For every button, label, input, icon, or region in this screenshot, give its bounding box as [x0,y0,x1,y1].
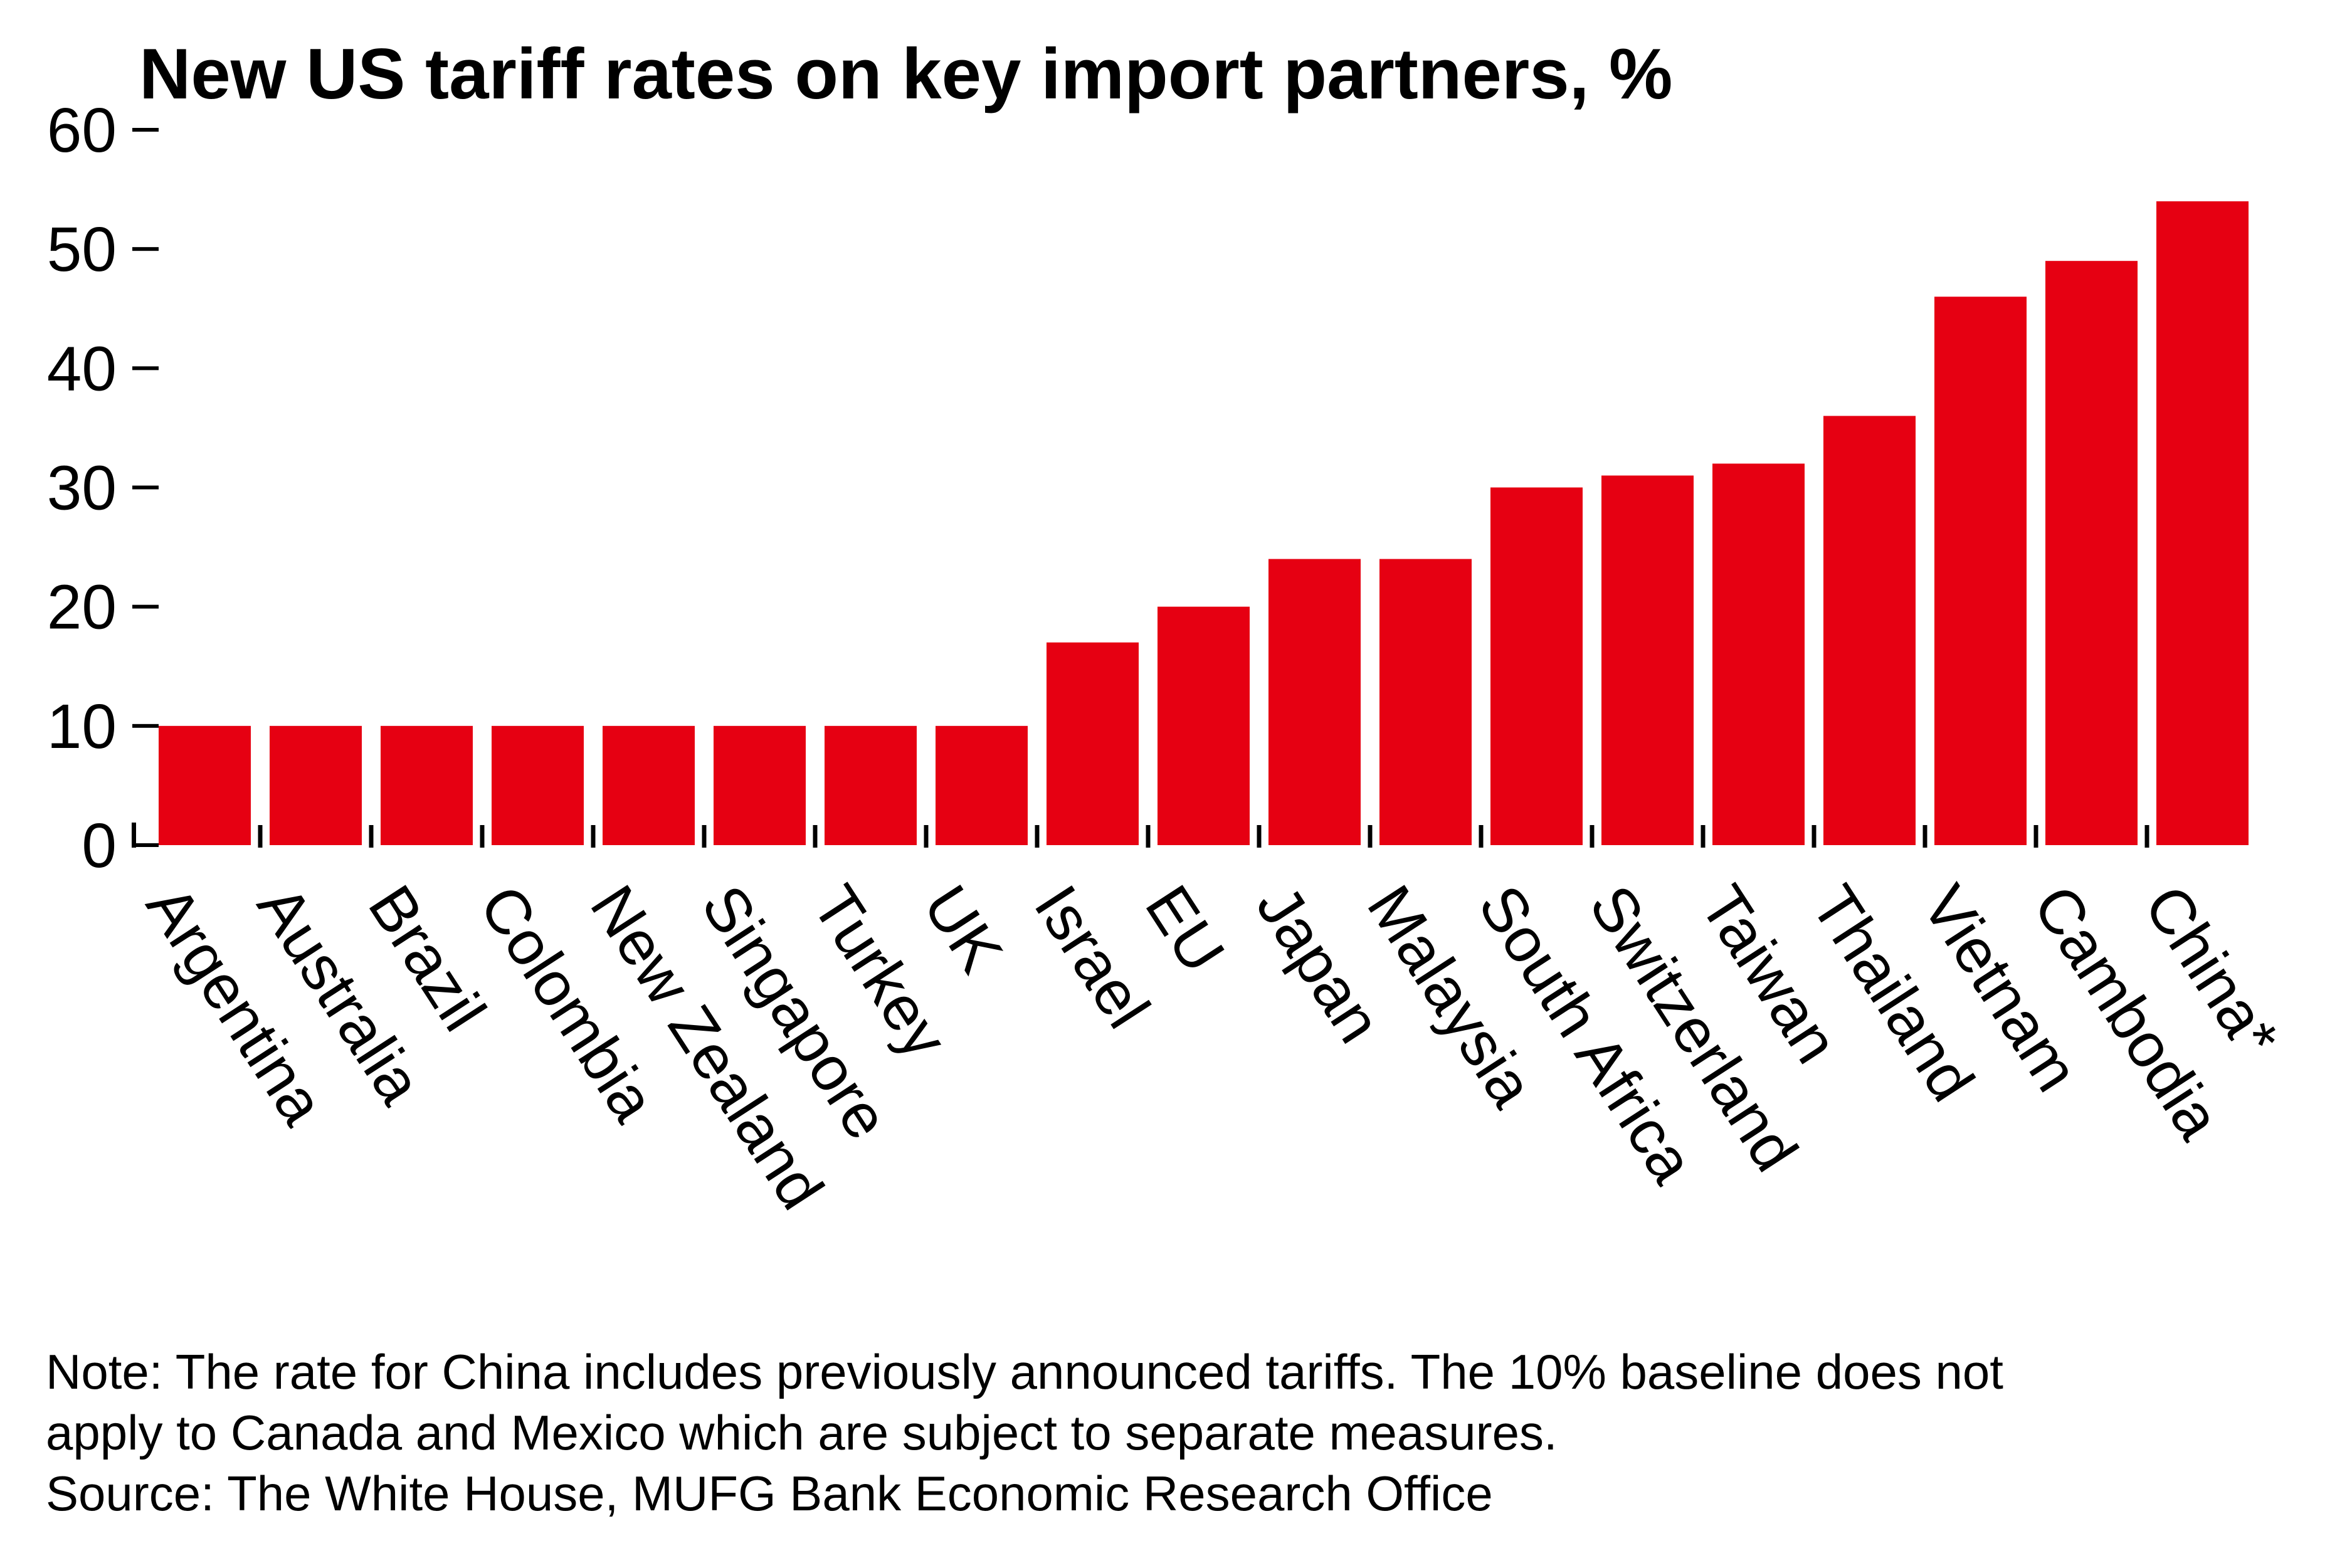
bar-eu [1158,606,1250,845]
bar-colombia [492,725,584,845]
y-tick-label-50: 50 [47,214,117,285]
x-tick-mark-4 [591,825,596,848]
bar-china [2156,201,2249,846]
y-tick-mark-10 [132,723,159,728]
x-tick-mark-15 [1811,825,1817,848]
y-tick-mark-60 [132,128,159,132]
bar-malaysia [1379,559,1472,845]
y-tick-label-0: 0 [82,811,117,881]
y-tick-mark-30 [132,485,159,490]
bar-vietnam [1934,297,2027,845]
bar-switzerland [1601,475,1694,845]
note-block: Note: The rate for China includes previo… [46,1342,2003,1524]
y-tick-label-30: 30 [47,453,117,524]
x-tick-mark-13 [1590,825,1595,848]
x-tick-mark-2 [369,825,374,848]
chart-title: New US tariff rates on key import partne… [139,34,1673,114]
bar-singapore [714,725,806,845]
bar-cambodia [2045,261,2138,845]
x-label-uk: UK [910,873,1016,985]
x-tick-mark-5 [702,825,707,848]
y-tick-mark-0 [132,843,159,847]
y-tick-label-10: 10 [47,692,117,762]
x-tick-mark-11 [1368,825,1373,848]
y-tick-mark-20 [132,604,159,609]
y-tick-label-60: 60 [47,95,117,166]
x-tick-mark-1 [258,825,263,848]
note-line-1: Note: The rate for China includes previo… [46,1344,2003,1399]
x-tick-mark-14 [1701,825,1706,848]
x-tick-mark-3 [480,825,485,848]
axis-corner-stub [132,823,136,848]
bar-israel [1047,642,1139,845]
x-label-eu: EU [1132,873,1238,985]
source-line: Source: The White House, MUFG Bank Econo… [46,1466,1493,1521]
x-tick-mark-16 [1922,825,1927,848]
y-tick-mark-40 [132,366,159,371]
bar-uk [936,725,1028,845]
y-tick-mark-50 [132,247,159,251]
note-line-2: apply to Canada and Mexico which are sub… [46,1405,1558,1460]
bar-thailand [1823,416,1916,845]
x-tick-mark-17 [2033,825,2038,848]
x-tick-mark-6 [813,825,818,848]
x-tick-mark-12 [1479,825,1484,848]
bar-japan [1268,559,1361,845]
x-tick-mark-8 [1035,825,1040,848]
bar-south-africa [1490,487,1583,845]
bar-australia [270,725,362,845]
x-tick-mark-18 [2144,825,2149,848]
bar-brazil [381,725,473,845]
x-tick-mark-10 [1257,825,1262,848]
bar-turkey [825,725,917,845]
bar-argentina [159,725,251,845]
y-tick-label-20: 20 [47,572,117,643]
bar-taiwan [1712,463,1805,845]
x-tick-mark-9 [1146,825,1151,848]
x-tick-mark-7 [924,825,929,848]
y-tick-label-40: 40 [47,334,117,404]
bar-new-zealand [603,725,695,845]
x-label-israel: Israel [1021,873,1163,1040]
